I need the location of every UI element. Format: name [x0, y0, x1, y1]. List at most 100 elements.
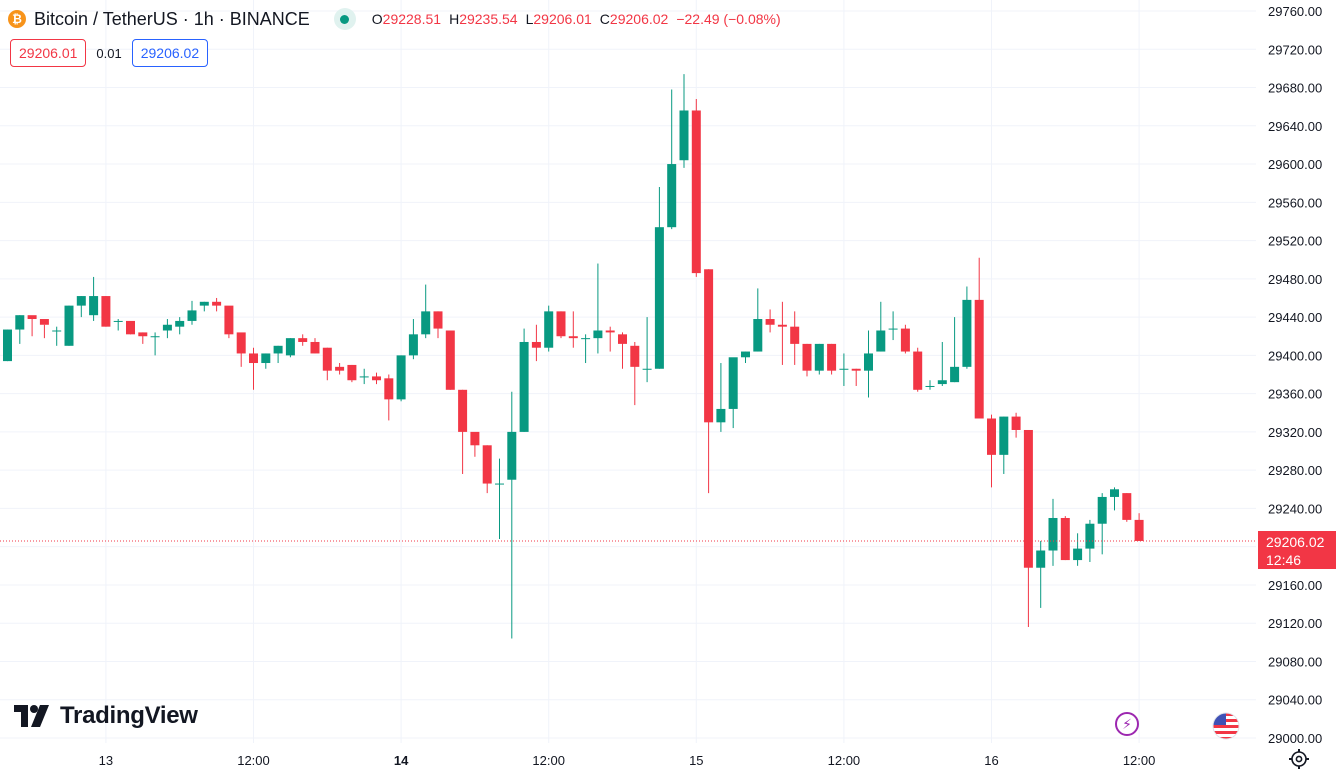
- candle: [101, 296, 111, 327]
- candle: [654, 187, 664, 369]
- candle: [630, 341, 640, 406]
- candle-body: [408, 334, 418, 356]
- candle-body: [630, 345, 640, 367]
- candle-body: [950, 366, 960, 383]
- candle: [1048, 498, 1058, 566]
- candle: [913, 347, 923, 392]
- candle-body: [495, 483, 504, 485]
- candle-body: [962, 299, 972, 367]
- candle-body: [519, 341, 529, 432]
- candle: [138, 332, 148, 344]
- candle-body: [384, 378, 394, 400]
- candle: [1110, 487, 1119, 511]
- candle-body: [15, 315, 25, 330]
- candle: [421, 284, 431, 339]
- buy-price-button[interactable]: 29206.02: [131, 39, 209, 67]
- tradingview-logo[interactable]: TradingView: [14, 702, 198, 730]
- price-axis[interactable]: 29760.00 29720.00 29680.00 29640.00 29600.00…: [1268, 4, 1322, 746]
- ohlc-legend: O29228.51 H29235.54 L29206.01 C29206.02 …: [372, 11, 781, 27]
- candle: [531, 324, 541, 362]
- candle-body: [396, 355, 406, 400]
- candle-body: [753, 319, 763, 352]
- candle-body: [445, 330, 455, 390]
- candle: [888, 311, 898, 341]
- last-price-label: 29206.02 12:46: [1258, 531, 1336, 569]
- candle-body: [974, 299, 984, 419]
- candle: [544, 305, 554, 352]
- candle-body: [1122, 493, 1132, 520]
- candle-body: [1097, 496, 1107, 524]
- candle: [298, 334, 308, 346]
- gear-icon[interactable]: [1288, 748, 1310, 770]
- candle: [974, 257, 984, 419]
- candle: [987, 414, 996, 488]
- candle-body: [322, 347, 332, 371]
- candle-body: [999, 416, 1009, 455]
- candle-body: [347, 364, 357, 381]
- candle-body: [827, 343, 837, 371]
- candle: [777, 301, 787, 365]
- sell-price-button[interactable]: 29206.01: [10, 39, 87, 67]
- time-tick-label: 12:00: [237, 753, 270, 768]
- candle-body: [101, 296, 111, 327]
- candle-body: [89, 296, 99, 316]
- ohlc-low: L29206.01: [525, 11, 592, 27]
- candle: [175, 317, 185, 335]
- candle: [900, 324, 910, 354]
- price-tick-label: 29600.00: [1268, 157, 1322, 172]
- time-axis[interactable]: 13 12:00 14 12:00 15 12:00 16 12:00: [99, 753, 1156, 768]
- candle-body: [716, 408, 726, 423]
- candle-body: [568, 336, 578, 339]
- candle: [519, 328, 529, 432]
- price-tick-label: 29400.00: [1268, 348, 1322, 363]
- candle-body: [470, 431, 480, 446]
- price-tick-label: 29240.00: [1268, 501, 1322, 516]
- candle-body: [482, 445, 492, 484]
- candle: [359, 368, 369, 385]
- candle-body: [987, 418, 996, 455]
- market-status-icon[interactable]: [333, 8, 356, 30]
- candle-body: [285, 338, 295, 356]
- bar-countdown: 12:46: [1266, 552, 1302, 568]
- candle: [187, 300, 197, 325]
- candle: [765, 309, 775, 333]
- candle-body: [1048, 517, 1058, 551]
- candle: [741, 351, 750, 364]
- candle: [1097, 493, 1107, 555]
- price-tick-label: 29440.00: [1268, 310, 1322, 325]
- ohlc-open: O29228.51: [371, 11, 442, 27]
- candle-body: [544, 311, 554, 348]
- us-flag-icon[interactable]: [1212, 712, 1240, 740]
- candle-body: [359, 376, 369, 378]
- candle-body: [593, 330, 603, 339]
- price-tick-label: 29360.00: [1268, 387, 1322, 402]
- candle: [396, 355, 406, 402]
- candle: [1023, 429, 1033, 628]
- candle: [864, 330, 873, 398]
- candle-body: [704, 269, 714, 423]
- candle-body: [839, 368, 849, 370]
- price-tick-label: 29560.00: [1268, 195, 1322, 210]
- candle-body: [261, 353, 271, 364]
- candle: [150, 332, 160, 356]
- candle: [322, 347, 332, 381]
- price-tick-label: 29520.00: [1268, 234, 1322, 249]
- candle-body: [273, 345, 283, 354]
- candle-body: [679, 110, 689, 161]
- candle-body: [3, 329, 12, 362]
- candle-body: [126, 320, 135, 335]
- candle-body: [642, 368, 652, 370]
- symbol-title[interactable]: Bitcoin / TetherUS · 1h · BINANCE: [34, 8, 310, 29]
- candlestick-series: [3, 74, 1144, 639]
- candle: [113, 319, 123, 331]
- candle: [285, 338, 295, 358]
- candle: [851, 368, 861, 386]
- candle: [212, 297, 222, 312]
- candle-body: [741, 351, 750, 358]
- candle: [642, 317, 652, 383]
- lightning-icon[interactable]: ⚡: [1115, 712, 1139, 736]
- candle-body: [298, 338, 308, 342]
- candle-body: [1023, 429, 1033, 568]
- candle: [962, 286, 972, 369]
